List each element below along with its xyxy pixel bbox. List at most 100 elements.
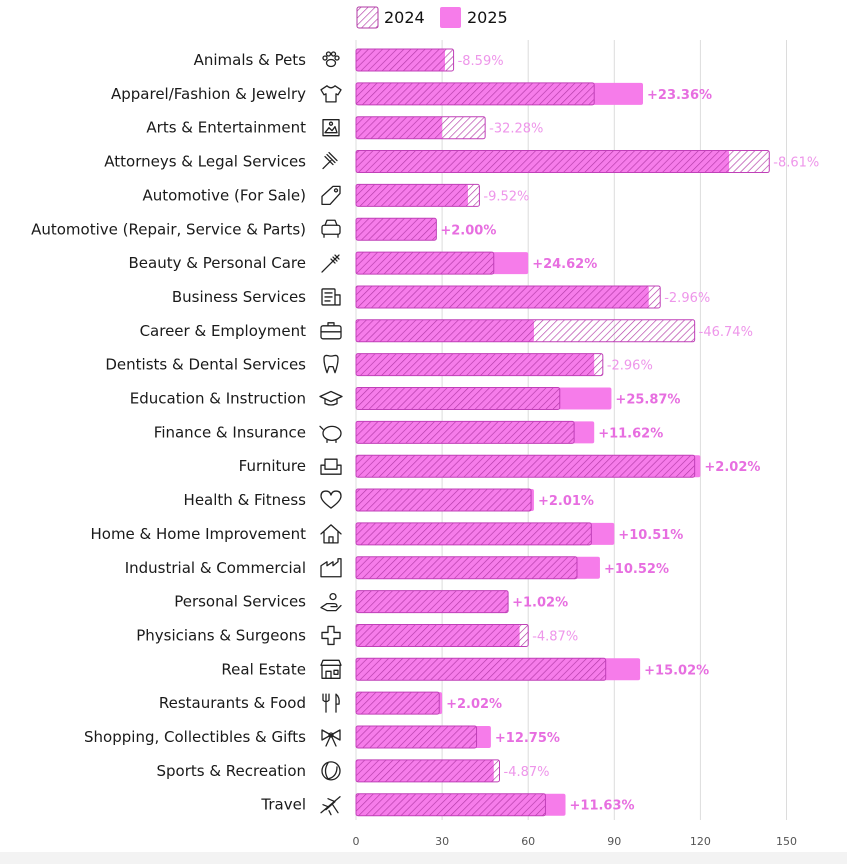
airplane-icon	[320, 796, 341, 816]
x-tick-label: 150	[776, 835, 797, 848]
category-label: Automotive (For Sale)	[142, 186, 306, 204]
category-label: Beauty & Personal Care	[129, 254, 306, 272]
bar-row: -8.59%	[355, 48, 504, 72]
house-icon	[320, 524, 342, 544]
change-label: +24.62%	[532, 257, 597, 272]
bottom-strip	[0, 852, 847, 864]
category-label: Industrial & Commercial	[125, 559, 306, 577]
category-icons	[319, 51, 343, 816]
piggy-bank-icon	[319, 425, 342, 444]
document-icon	[321, 288, 341, 306]
bar-row: -2.96%	[355, 285, 710, 309]
change-label: -8.59%	[458, 54, 504, 69]
medical-cross-icon	[321, 625, 341, 646]
bar-row: +2.02%	[355, 691, 502, 715]
bar-2024	[355, 454, 696, 478]
change-label: +23.36%	[647, 88, 712, 103]
bar-row: +11.63%	[355, 793, 635, 817]
category-label: Sports & Recreation	[156, 762, 306, 780]
category-label: Automotive (Repair, Service & Parts)	[31, 220, 306, 238]
category-label: Education & Instruction	[130, 390, 306, 408]
graduation-cap-icon	[319, 390, 343, 406]
bar-row: +24.62%	[355, 251, 597, 275]
bar-2024	[355, 353, 604, 377]
tshirt-icon	[320, 85, 342, 103]
bar-2024	[355, 556, 578, 580]
category-label: Furniture	[239, 457, 306, 475]
category-label: Physicians & Surgeons	[136, 626, 306, 644]
change-label: -32.28%	[489, 122, 543, 137]
bar-2024	[355, 725, 478, 749]
x-tick-label: 120	[690, 835, 711, 848]
bar-row: +15.02%	[355, 657, 709, 681]
storefront-icon	[320, 659, 342, 679]
change-label: +10.52%	[604, 562, 669, 577]
category-label: Health & Fitness	[184, 491, 307, 509]
change-label: +1.02%	[512, 596, 568, 611]
bar-row: +2.00%	[355, 217, 496, 241]
bar-row: -4.87%	[355, 759, 550, 783]
bar-row: +11.62%	[355, 420, 663, 444]
bar-2024	[355, 759, 500, 783]
gavel-icon	[322, 151, 338, 170]
change-label: -4.87%	[532, 629, 578, 644]
tooth-icon	[323, 354, 339, 374]
category-label: Home & Home Improvement	[90, 525, 306, 543]
bar-row: +2.01%	[355, 488, 594, 512]
x-tick-label: 0	[353, 835, 360, 848]
change-label: -9.52%	[483, 189, 529, 204]
heart-icon	[320, 490, 342, 509]
x-axis-ticks: 0 30 60 90 120 150	[353, 835, 798, 848]
bow-icon	[321, 729, 341, 747]
bar-2024	[355, 522, 592, 546]
bar-row: -9.52%	[355, 183, 529, 207]
ball-icon	[321, 761, 341, 781]
bar-row: +1.02%	[355, 590, 568, 614]
change-label: +2.00%	[440, 223, 496, 238]
change-label: +25.87%	[615, 393, 680, 408]
change-label: +2.02%	[704, 460, 760, 475]
bar-row: +23.36%	[355, 82, 712, 106]
change-label: -2.96%	[607, 359, 653, 374]
category-label: Apparel/Fashion & Jewelry	[111, 85, 306, 103]
change-label: -8.61%	[773, 156, 819, 171]
bar-row: -8.61%	[355, 150, 819, 174]
bar-row: -4.87%	[355, 623, 578, 647]
change-label: +11.63%	[570, 799, 635, 814]
change-label: -4.87%	[504, 765, 550, 780]
category-label: Animals & Pets	[194, 51, 307, 69]
category-label: Dentists & Dental Services	[105, 356, 306, 374]
category-label: Personal Services	[174, 593, 306, 611]
bar-row: -2.96%	[355, 353, 653, 377]
bar-2024	[355, 82, 595, 106]
change-label: +10.51%	[618, 528, 683, 543]
factory-icon	[320, 558, 342, 578]
bars: -8.59% +23.36% -32.28% -8.61% -9.52% +2.00% +2…	[355, 48, 819, 817]
change-label: +12.75%	[495, 731, 560, 746]
fork-knife-icon	[322, 693, 340, 713]
bar-row: -32.28%	[355, 116, 543, 140]
legend-swatch-2024	[356, 6, 379, 29]
picture-icon	[322, 119, 340, 137]
change-label: +2.01%	[538, 494, 594, 509]
bar-2024	[355, 285, 661, 309]
category-label: Restaurants & Food	[159, 694, 306, 712]
change-label: +11.62%	[598, 426, 663, 441]
category-label: Shopping, Collectibles & Gifts	[84, 728, 306, 746]
paw-icon	[322, 51, 340, 68]
bar-row: +10.52%	[355, 556, 669, 580]
category-label: Real Estate	[221, 660, 306, 678]
car-icon	[321, 219, 341, 238]
price-tag-icon	[321, 185, 341, 206]
bar-2024	[355, 150, 770, 174]
armchair-icon	[320, 458, 342, 475]
x-tick-label: 60	[521, 835, 535, 848]
change-label: -46.74%	[699, 325, 753, 340]
x-tick-label: 90	[607, 835, 621, 848]
bar-2024	[355, 623, 529, 647]
bar-2024	[355, 488, 532, 512]
bar-2024	[355, 657, 607, 681]
bar-2024	[355, 387, 561, 410]
bar-2024	[355, 691, 440, 715]
